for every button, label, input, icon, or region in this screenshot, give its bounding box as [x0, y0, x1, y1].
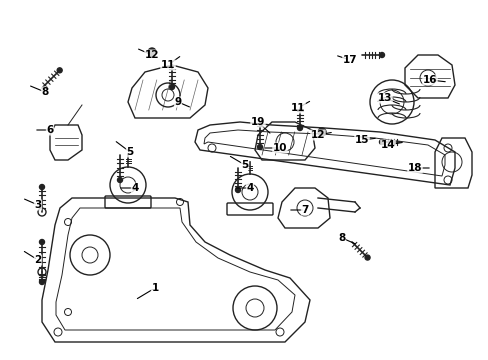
Circle shape	[117, 177, 122, 183]
Text: 4: 4	[246, 183, 253, 193]
Text: 19: 19	[250, 117, 264, 127]
Text: 2: 2	[34, 255, 41, 265]
Text: 3: 3	[34, 200, 41, 210]
Text: 15: 15	[354, 135, 368, 145]
Text: 10: 10	[272, 143, 286, 153]
Text: 9: 9	[174, 97, 181, 107]
Circle shape	[40, 185, 44, 189]
Text: 5: 5	[241, 160, 248, 170]
Text: 1: 1	[151, 283, 158, 293]
Text: 14: 14	[380, 140, 394, 150]
Circle shape	[40, 279, 44, 284]
Text: 17: 17	[342, 55, 357, 65]
Circle shape	[57, 68, 62, 73]
Circle shape	[40, 239, 44, 244]
Text: 18: 18	[407, 163, 421, 173]
Text: 16: 16	[422, 75, 436, 85]
Text: 5: 5	[126, 147, 133, 157]
Text: 12: 12	[310, 130, 325, 140]
Text: 12: 12	[144, 50, 159, 60]
Circle shape	[379, 140, 384, 144]
Text: 11: 11	[290, 103, 305, 113]
Circle shape	[365, 255, 369, 260]
Text: 8: 8	[338, 233, 345, 243]
Circle shape	[257, 144, 262, 149]
Text: 7: 7	[301, 205, 308, 215]
Circle shape	[379, 53, 384, 58]
Text: 11: 11	[161, 60, 175, 70]
Text: 4: 4	[131, 183, 139, 193]
Circle shape	[169, 85, 174, 90]
Circle shape	[297, 126, 302, 131]
Circle shape	[235, 188, 240, 193]
Circle shape	[148, 48, 156, 56]
Text: 6: 6	[46, 125, 54, 135]
Text: 8: 8	[41, 87, 48, 97]
Text: 13: 13	[377, 93, 391, 103]
Circle shape	[317, 128, 325, 136]
